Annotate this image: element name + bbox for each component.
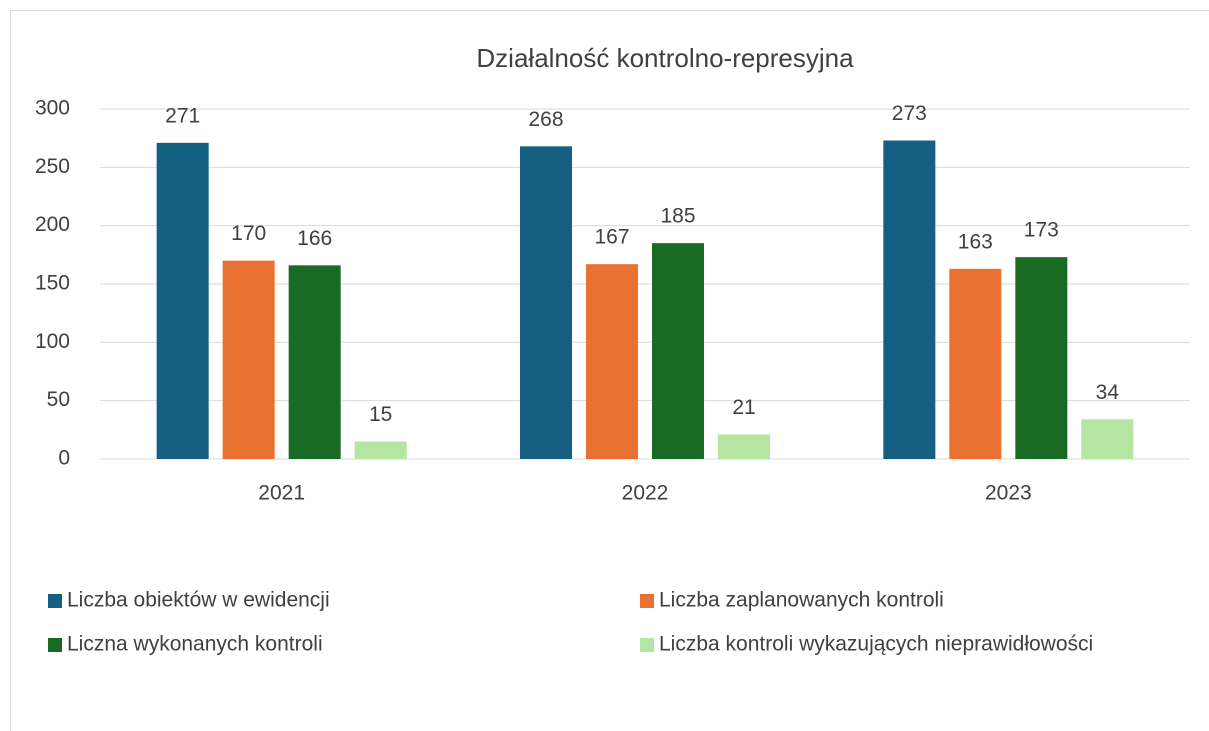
y-tick-label: 150 <box>35 272 70 295</box>
y-tick-label: 50 <box>47 388 70 411</box>
bar <box>288 265 341 459</box>
legend-label: Liczba obiektów w ewidencji <box>67 589 330 612</box>
bar <box>520 146 572 460</box>
data-label: 163 <box>958 230 993 253</box>
data-label: 34 <box>1096 381 1120 404</box>
data-label: 166 <box>297 227 332 250</box>
bar <box>156 142 209 460</box>
x-tick-label: 2021 <box>258 482 305 505</box>
bar <box>586 264 638 459</box>
legend-swatch <box>48 638 62 652</box>
y-tick-label: 300 <box>35 97 70 120</box>
x-tick-label: 2023 <box>985 482 1032 505</box>
x-tick-label: 2022 <box>622 482 669 505</box>
bar <box>1081 419 1134 459</box>
legend-label: Liczba zaplanowanych kontroli <box>659 589 944 612</box>
y-tick-label: 200 <box>35 213 70 236</box>
data-label: 173 <box>1024 219 1059 242</box>
data-label: 268 <box>528 108 563 131</box>
data-label: 185 <box>660 205 695 228</box>
data-label: 21 <box>732 396 755 419</box>
legend-swatch <box>640 638 654 652</box>
bar <box>883 140 936 459</box>
chart-title: Działalność kontrolno-represyjna <box>476 43 854 73</box>
bar <box>354 441 407 459</box>
y-tick-label: 100 <box>35 330 70 353</box>
bar <box>949 268 1002 459</box>
data-label: 15 <box>369 403 392 426</box>
y-tick-label: 250 <box>35 155 70 178</box>
legend-label: Liczba kontroli wykazujących nieprawidło… <box>659 633 1093 656</box>
legend-swatch <box>640 594 654 608</box>
data-label: 273 <box>892 102 927 125</box>
data-label: 167 <box>594 226 629 249</box>
bar <box>222 260 275 459</box>
bar <box>652 243 704 459</box>
y-tick-label: 0 <box>58 447 70 470</box>
bar <box>718 434 770 459</box>
legend-swatch <box>48 594 62 608</box>
bar <box>1015 257 1068 459</box>
data-label: 271 <box>165 104 200 127</box>
data-label: 170 <box>231 222 266 245</box>
legend-label: Liczna wykonanych kontroli <box>67 633 323 656</box>
